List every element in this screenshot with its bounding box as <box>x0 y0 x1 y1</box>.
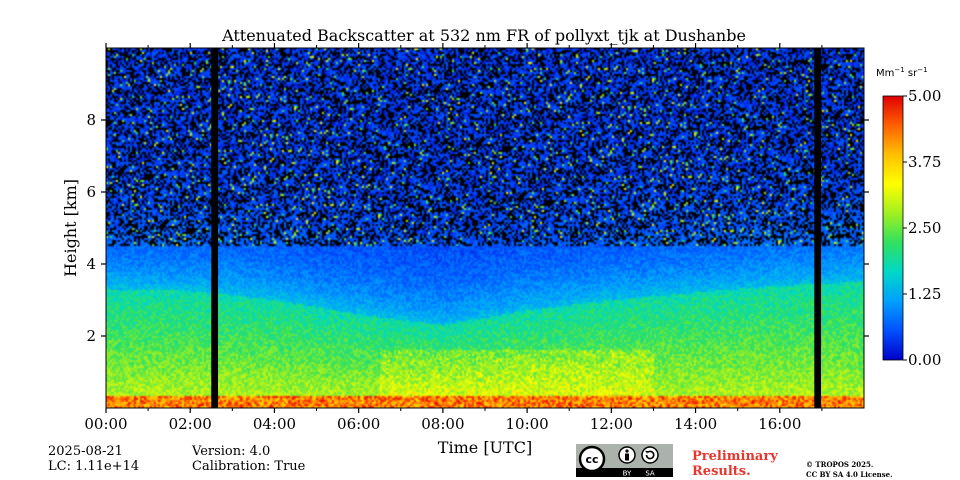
x-tick-label: 06:00 <box>337 415 380 433</box>
x-tick-label: 16:00 <box>758 415 801 433</box>
x-tick-label: 04:00 <box>253 415 296 433</box>
x-axis: 00:00 02:00 04:00 06:00 08:00 10:00 12:00 14:00… <box>84 43 823 433</box>
sa-icon <box>641 446 659 464</box>
calibration-text: Calibration: True <box>192 459 306 474</box>
copyright-notice: © TROPOS 2025. CC BY SA 4.0 License. <box>806 460 893 479</box>
data-gap <box>211 48 219 408</box>
x-tick-label: 12:00 <box>590 415 633 433</box>
cc-license-badge: cc BY SA <box>576 444 673 477</box>
colorbar-unit: Mm−1 sr−1 <box>876 66 928 79</box>
colorbar-bar <box>882 95 904 361</box>
svg-text:BY: BY <box>623 470 632 478</box>
preliminary-notice: Preliminary Results. <box>692 449 778 479</box>
lc-text: LC: 1.11e+14 <box>48 459 140 474</box>
y-tick-label: 2 <box>86 327 96 345</box>
svg-text:SA: SA <box>645 470 655 478</box>
colorbar: Mm−1 sr−1 0.00 1.25 2.50 3.75 5.00 <box>876 66 941 369</box>
y-tick-label: 8 <box>86 111 96 129</box>
x-tick-label: 02:00 <box>169 415 212 433</box>
data-gaps <box>211 48 822 408</box>
cc-icon <box>578 445 606 473</box>
colorbar-ticks: 0.00 1.25 2.50 3.75 5.00 <box>903 87 941 369</box>
backscatter-heatmap <box>106 48 864 408</box>
date-text: 2025-08-21 <box>48 444 123 459</box>
x-axis-label: Time [UTC] <box>438 438 532 457</box>
heatmap-area <box>105 47 865 409</box>
colorbar-tick-label: 1.25 <box>908 285 941 303</box>
svg-text:cc: cc <box>585 453 598 466</box>
data-gap <box>814 48 822 408</box>
colorbar-tick-label: 0.00 <box>908 351 941 369</box>
colorbar-tick-label: 3.75 <box>908 153 941 171</box>
x-tick-label: 10:00 <box>505 415 548 433</box>
version-text: Version: 4.0 <box>192 444 271 459</box>
y-axis: 2 4 6 8 <box>86 111 869 345</box>
x-tick-label: 08:00 <box>421 415 464 433</box>
chart-title: Attenuated Backscatter at 532 nm FR of p… <box>221 26 746 45</box>
colorbar-tick-label: 5.00 <box>908 87 941 105</box>
x-tick-label: 00:00 <box>84 415 127 433</box>
y-tick-label: 4 <box>86 255 96 273</box>
y-tick-label: 6 <box>86 183 96 201</box>
x-tick-label: 14:00 <box>674 415 717 433</box>
colorbar-tick-label: 2.50 <box>908 219 941 237</box>
y-axis-label: Height [km] <box>61 179 80 277</box>
